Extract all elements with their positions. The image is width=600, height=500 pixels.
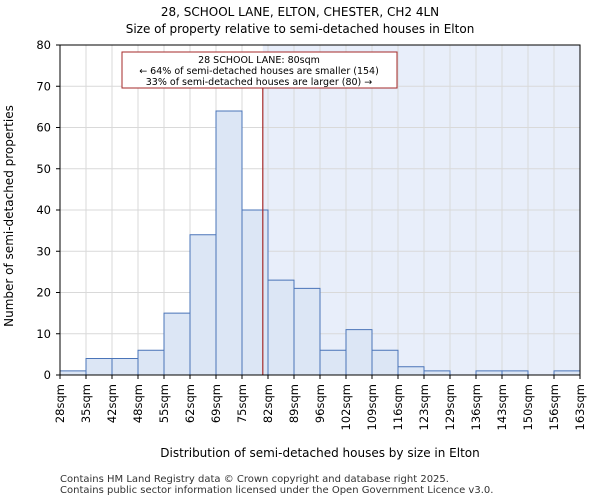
x-tick-label: 55sqm [157, 384, 171, 423]
x-tick-label: 69sqm [209, 384, 223, 423]
y-tick-label: 0 [44, 368, 51, 382]
histogram-bar [215, 110, 243, 376]
histogram-bar [553, 370, 581, 376]
y-tick-label: 50 [36, 162, 51, 176]
histogram-bar [397, 366, 425, 376]
chart-title-line2: Size of property relative to semi-detach… [126, 22, 475, 36]
annotation-line2: ← 64% of semi-detached houses are smalle… [139, 66, 379, 77]
annotation-box: 28 SCHOOL LANE: 80sqm ← 64% of semi-deta… [121, 51, 398, 89]
x-tick-label: 48sqm [131, 384, 145, 423]
x-tick-label: 116sqm [391, 384, 405, 430]
x-tick-label: 150sqm [521, 384, 535, 430]
y-tick-label: 10 [36, 327, 51, 341]
y-tick-label: 80 [36, 38, 51, 52]
x-tick-label: 129sqm [443, 384, 457, 430]
x-tick-label: 42sqm [105, 384, 119, 423]
x-tick-label: 123sqm [417, 384, 431, 430]
x-tick-label: 136sqm [469, 384, 483, 430]
x-tick-label: 96sqm [313, 384, 327, 423]
x-tick-label: 163sqm [573, 384, 587, 430]
x-tick-label: 109sqm [365, 384, 379, 430]
histogram-bar [59, 370, 87, 376]
y-tick-label: 20 [36, 286, 51, 300]
footer-line1: Contains HM Land Registry data © Crown c… [60, 474, 449, 485]
x-tick-label: 28sqm [53, 384, 67, 423]
histogram-bar [371, 349, 399, 376]
x-tick-label: 62sqm [183, 384, 197, 423]
histogram-bar [345, 329, 373, 376]
histogram-bar [111, 358, 139, 376]
footer-line2: Contains public sector information licen… [60, 485, 494, 496]
x-axis-label: Distribution of semi-detached houses by … [160, 446, 479, 460]
histogram-bar [267, 279, 295, 376]
chart-title-line1: 28, SCHOOL LANE, ELTON, CHESTER, CH2 4LN [161, 5, 439, 19]
x-tick-label: 156sqm [547, 384, 561, 430]
annotation-line3: 33% of semi-detached houses are larger (… [146, 77, 373, 88]
histogram-bar [475, 370, 503, 376]
histogram-bar [163, 312, 191, 376]
histogram-bar [85, 358, 113, 376]
x-tick-label: 143sqm [495, 384, 509, 430]
x-tick-label: 35sqm [79, 384, 93, 423]
y-tick-label: 30 [36, 244, 51, 258]
histogram-bar [241, 209, 269, 376]
y-axis-label: Number of semi-detached properties [2, 105, 16, 327]
histogram-bar [423, 370, 451, 376]
y-tick-label: 70 [36, 79, 51, 93]
histogram-bar [137, 349, 165, 376]
x-tick-label: 89sqm [287, 384, 301, 423]
y-tick-label: 40 [36, 203, 51, 217]
histogram-bar [319, 349, 347, 376]
x-tick-label: 102sqm [339, 384, 353, 430]
x-tick-label: 82sqm [261, 384, 275, 423]
annotation-box-frame [121, 51, 398, 89]
x-tick-label: 75sqm [235, 384, 249, 423]
annotation-line1: 28 SCHOOL LANE: 80sqm [198, 55, 320, 66]
histogram-bar [189, 234, 217, 376]
histogram-bar [293, 287, 321, 376]
y-tick-label: 60 [36, 121, 51, 135]
histogram-bar [501, 370, 529, 376]
